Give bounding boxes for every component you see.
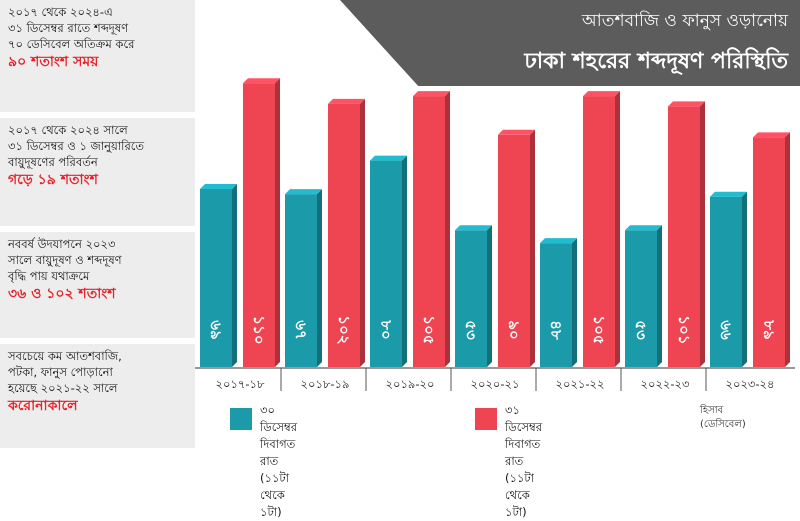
fact-panel-2: ২০১৭ থেকে ২০২৪ সালে ৩১ ডিসেম্বর ও ১ জানু… [0, 118, 195, 226]
x-tick-label-7: ২০২৩-২৪ [726, 377, 775, 391]
data-label-s2-1: ১১০ [250, 315, 268, 344]
bar-s2-7 [753, 137, 785, 367]
x-tick-label-5: ২০২১-২২ [556, 377, 605, 391]
bar-s2-5 [583, 96, 615, 367]
fact-1-highlight: ৯০ শতাংশ সময় [8, 54, 99, 70]
bar-top-s1-4 [455, 225, 492, 231]
bar-top-s2-2 [328, 98, 365, 104]
data-label-s2-3: ১০৫ [420, 315, 438, 344]
bar-side-s2-5 [615, 91, 620, 367]
fact-panel-1: ২০১৭ থেকে ২০২৪-এ ৩১ ডিসেম্বর রাতে শব্দদূ… [0, 0, 195, 112]
bar-s1-4 [455, 230, 487, 367]
bar-top-s1-3 [370, 155, 407, 161]
bar-s2-6 [668, 106, 700, 368]
fact-2-text: ২০১৭ থেকে ২০২৪ সালে ৩১ ডিসেম্বর ও ১ জানু… [8, 123, 145, 169]
data-label-s2-2: ১০২ [335, 315, 353, 344]
data-label-s2-5: ১০৫ [590, 315, 608, 344]
x-tick-label-4: ২০২০-২১ [471, 377, 520, 391]
bar-side-s2-4 [530, 129, 535, 367]
bar-s2-3 [413, 96, 445, 367]
chart-title-line2: ঢাকা শহরের শব্দদূষণ পরিস্থিতি [524, 49, 788, 74]
bar-top-s1-7 [710, 191, 747, 197]
bar-top-s2-7 [753, 132, 790, 138]
bar-top-s2-5 [583, 91, 620, 97]
bar-s2-2 [328, 103, 360, 367]
x-tick-label-3: ২০১৯-২০ [386, 377, 435, 391]
bar-s2-1 [243, 83, 275, 367]
data-label-s1-5: ৪৮ [547, 320, 565, 340]
data-label-s2-4: ৯০ [505, 320, 523, 340]
bar-side-s2-3 [445, 91, 450, 367]
bar-side-s1-2 [317, 189, 322, 367]
bar-top-s1-1 [200, 183, 237, 189]
data-label-s1-7: ৬৬ [717, 320, 735, 340]
fact-panel-4: সবচেয়ে কম আতশবাজি, পটকা, ফানুস পোড়ানো … [0, 344, 195, 448]
bar-side-s1-5 [572, 238, 577, 367]
bar-side-s2-1 [275, 78, 280, 367]
bar-side-s1-7 [742, 191, 747, 367]
bar-side-s1-3 [402, 155, 407, 367]
bar-s1-7 [710, 196, 742, 367]
data-label-s2-6: ১০১ [675, 315, 693, 344]
bar-top-s1-6 [625, 225, 662, 231]
legend-label-series2: ৩১ ডিসেম্বর দিবাগত রাত (১১টা থেকে ১টা) [505, 403, 543, 519]
bar-s1-3 [370, 160, 402, 367]
bar-side-s1-4 [487, 225, 492, 367]
bar-top-s2-6 [668, 101, 705, 107]
legend-swatch-series2 [475, 408, 497, 430]
data-label-s1-1: ৬৯ [207, 320, 225, 340]
bar-s1-2 [285, 194, 317, 367]
data-label-s1-6: ৫৩ [632, 320, 650, 340]
legend: ৩০ ডিসেম্বর দিবাগত রাত (১১টা থেকে ১টা) ৩… [230, 402, 795, 519]
x-tick-label-1: ২০১৭-১৮ [216, 377, 266, 391]
x-tick-label-6: ২০২২-২৩ [640, 377, 690, 391]
fact-3-highlight: ৩৬ ও ১০২ শতাংশ [8, 286, 116, 302]
bar-top-s2-3 [413, 91, 450, 97]
bar-side-s1-6 [657, 225, 662, 367]
bar-s1-6 [625, 230, 657, 367]
title-banner: আতশবাজি ও ফানুস ওড়ানোয় ঢাকা শহরের শব্দ… [340, 0, 800, 86]
bar-chart: ৬৯ ১১০ ২০১৭-১৮ ৬৭ ১০২ ২০১৮-১৯ ৮০ ১০৫ ২০১৯-২০ ৫৩ ৯০… [195, 78, 795, 391]
fact-1-text: ২০১৭ থেকে ২০২৪-এ ৩১ ডিসেম্বর রাতে শব্দদূ… [8, 5, 135, 51]
x-tick-label-2: ২০১৮-১৯ [301, 377, 350, 391]
fact-panel-3: নববর্ষ উদযাপনে ২০২৩ সালে বায়ুদূষণ ও শব্… [0, 232, 195, 338]
data-label-s2-7: ৮৯ [760, 319, 778, 339]
facts-column: ২০১৭ থেকে ২০২৪-এ ৩১ ডিসেম্বর রাতে শব্দদূ… [0, 0, 200, 450]
bar-side-s2-6 [700, 101, 705, 368]
fact-2-highlight: গড়ে ১৯ শতাংশ [8, 172, 98, 188]
bar-side-s2-2 [360, 98, 365, 367]
data-label-s1-3: ৮০ [377, 319, 395, 340]
data-label-s1-4: ৫৩ [462, 320, 480, 340]
data-label-s1-2: ৬৭ [292, 320, 310, 340]
fact-3-text: নববর্ষ উদযাপনে ২০২৩ সালে বায়ুদূষণ ও শব্… [8, 237, 122, 283]
bar-side-s2-7 [785, 132, 790, 367]
legend-label-series1: ৩০ ডিসেম্বর দিবাগত রাত (১১টা থেকে ১টা) [260, 403, 298, 519]
bar-s1-1 [200, 188, 232, 367]
chart-title-line1: আতশবাজি ও ফানুস ওড়ানোয় [581, 11, 788, 31]
bar-top-s2-1 [243, 78, 280, 84]
bar-top-s2-4 [498, 129, 535, 135]
bar-s2-4 [498, 134, 530, 367]
bar-side-s1-1 [232, 183, 237, 367]
legend-swatch-series1 [230, 408, 252, 430]
bar-s1-5 [540, 243, 572, 367]
unit-label: হিসাব (ডেসিবেল) [700, 405, 746, 430]
fact-4-highlight: করোনাকালে [8, 398, 78, 414]
bar-top-s1-2 [285, 189, 322, 195]
fact-4-text: সবচেয়ে কম আতশবাজি, পটকা, ফানুস পোড়ানো … [8, 349, 122, 395]
bar-top-s1-5 [540, 238, 577, 244]
